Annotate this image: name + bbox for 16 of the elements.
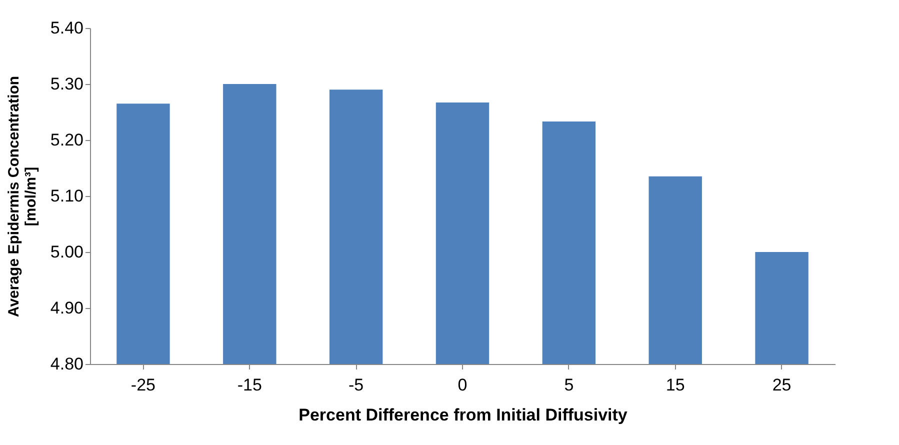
x-axis-title: Percent Difference from Initial Diffusivity (298, 406, 628, 424)
y-tick-label: 5.00 (50, 242, 84, 262)
x-tick-label: 15 (666, 376, 685, 394)
x-tick-label: -15 (237, 376, 262, 394)
y-axis-title: Average Epidermis Concentration [mol/m³] (5, 76, 40, 318)
y-tick-label: 5.20 (50, 130, 84, 150)
x-tick-label: 0 (458, 376, 468, 394)
y-tick-label: 4.90 (50, 298, 84, 318)
y-tick-label: 5.10 (50, 186, 84, 206)
x-tick-label: -5 (348, 376, 364, 394)
x-tick-label: 25 (772, 376, 792, 394)
x-tick-label: -25 (130, 376, 156, 394)
y-tick-label: 5.40 (50, 18, 84, 38)
y-tick-label: 5.30 (50, 74, 84, 94)
x-tick-label: 5 (564, 376, 574, 394)
y-tick-label: 4.80 (50, 354, 84, 374)
